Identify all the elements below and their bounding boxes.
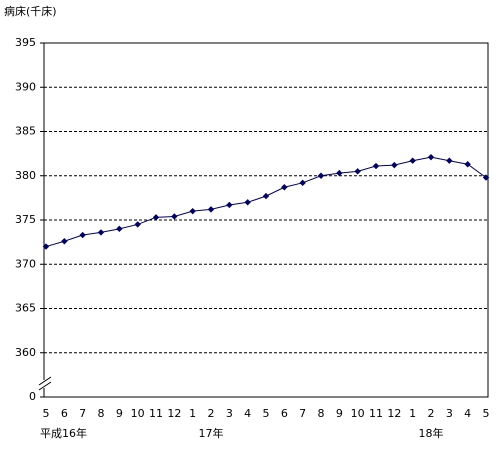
y-tick-label: 360 (15, 346, 36, 359)
x-tick-label: 1 (409, 407, 416, 420)
data-point (446, 157, 453, 164)
data-point (354, 168, 361, 175)
data-point (336, 169, 343, 177)
y-tick-label: 390 (15, 80, 36, 93)
data-point (171, 213, 178, 220)
x-tick-label: 7 (299, 407, 306, 420)
axis-break-gap (40, 380, 50, 388)
data-point (317, 172, 325, 179)
x-tick-label: 12 (167, 407, 181, 420)
data-point (244, 199, 251, 206)
x-tick-label: 11 (149, 407, 163, 420)
x-group-label: 平成16年 (40, 426, 87, 440)
data-point (79, 231, 86, 239)
data-point (482, 174, 490, 181)
data-point (61, 238, 68, 245)
series-line (45, 156, 487, 248)
x-tick-label: 6 (281, 407, 288, 420)
data-point (464, 161, 471, 168)
y-tick-label: 0 (29, 390, 36, 403)
y-tick-label: 380 (15, 169, 36, 182)
data-point (207, 206, 215, 213)
x-tick-label: 5 (483, 407, 490, 420)
x-tick-label: 8 (98, 407, 105, 420)
y-tick-label: 365 (15, 302, 36, 315)
x-tick-label: 5 (263, 407, 270, 420)
x-tick-label: 3 (446, 407, 453, 420)
axis-break-mark (38, 381, 52, 391)
x-tick-label: 4 (464, 407, 471, 420)
data-point (152, 214, 160, 221)
x-tick-label: 2 (428, 407, 435, 420)
data-point (372, 162, 380, 170)
x-tick-label: 6 (61, 407, 68, 420)
x-tick-label: 11 (369, 407, 383, 420)
data-point (226, 201, 233, 209)
data-point (134, 221, 141, 228)
data-point (97, 229, 105, 236)
x-tick-label: 2 (208, 407, 215, 420)
data-point (262, 192, 270, 200)
data-point (391, 161, 398, 169)
data-point (427, 153, 435, 161)
y-tick-label: 370 (15, 257, 36, 270)
data-point (281, 184, 288, 191)
x-tick-label: 10 (351, 407, 365, 420)
x-tick-label: 9 (116, 407, 123, 420)
data-point (189, 207, 196, 215)
x-tick-label: 9 (336, 407, 343, 420)
x-tick-label: 8 (318, 407, 325, 420)
x-group-label: 18年 (419, 426, 444, 440)
x-tick-label: 4 (244, 407, 251, 420)
y-tick-label: 375 (15, 213, 36, 226)
x-group-label: 17年 (199, 426, 224, 440)
data-point (409, 157, 416, 164)
x-tick-label: 10 (131, 407, 145, 420)
x-tick-label: 12 (387, 407, 401, 420)
data-point (299, 179, 306, 187)
axis-break-mark (38, 376, 52, 386)
y-tick-label: 395 (15, 36, 36, 49)
y-tick-label: 385 (15, 125, 36, 138)
data-point (42, 243, 50, 250)
x-tick-label: 5 (43, 407, 50, 420)
x-tick-label: 7 (79, 407, 86, 420)
axis-break (38, 376, 52, 391)
x-tick-label: 3 (226, 407, 233, 420)
x-tick-label: 1 (189, 407, 196, 420)
data-point (116, 225, 123, 233)
y-axis-label: 病床(千床) (4, 4, 57, 18)
